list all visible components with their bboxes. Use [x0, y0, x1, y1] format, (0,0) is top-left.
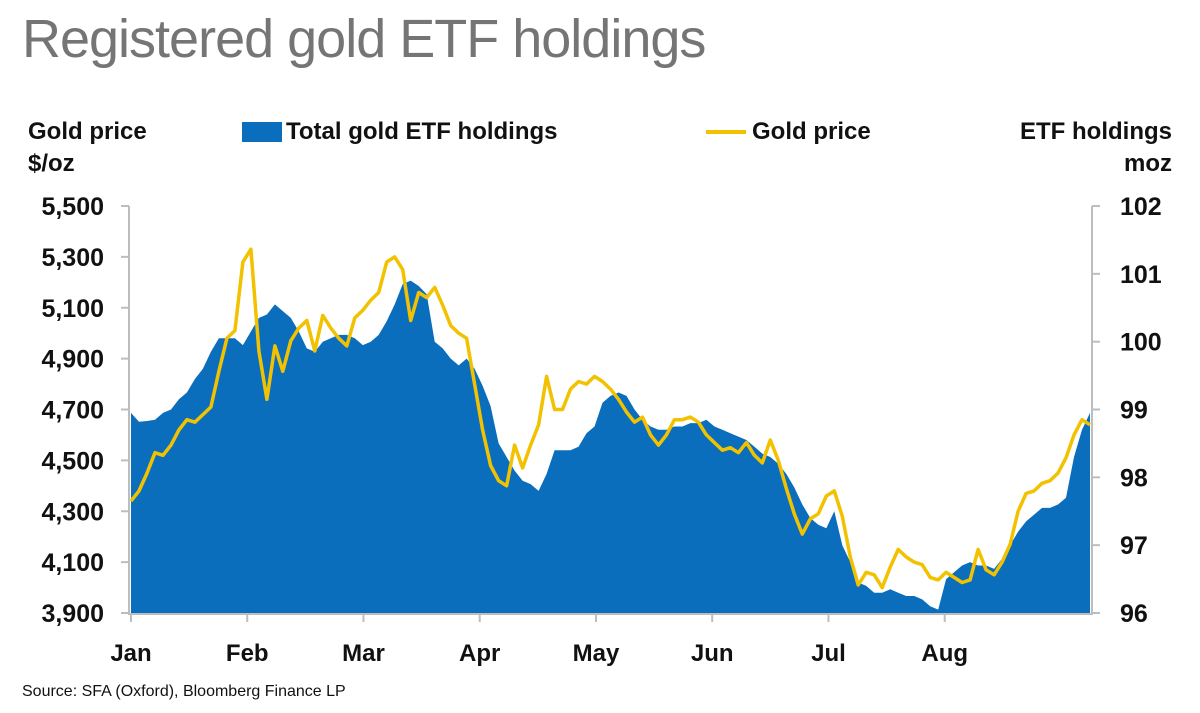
- x-tick-label: May: [573, 640, 620, 667]
- left-tick-label: 4,100: [41, 549, 104, 577]
- right-tick-label: 102: [1120, 193, 1162, 221]
- left-tick-label: 4,500: [41, 447, 104, 475]
- legend-price-label: Gold price: [752, 118, 871, 145]
- legend-holdings-label: Total gold ETF holdings: [286, 118, 558, 145]
- right-tick-label: 96: [1120, 600, 1148, 628]
- left-tick-label: 4,900: [41, 346, 104, 374]
- right-tick-label: 101: [1120, 261, 1162, 289]
- x-tick-label: Jul: [811, 640, 846, 667]
- legend-price: Gold price: [706, 118, 871, 146]
- left-tick-label: 4,300: [41, 498, 104, 526]
- left-tick-label: 5,100: [41, 295, 104, 323]
- series-etf-holdings-area: [131, 280, 1090, 613]
- left-tick-label: 3,900: [41, 600, 104, 628]
- x-tick-label: Mar: [342, 640, 385, 667]
- right-tick-label: 100: [1120, 329, 1162, 357]
- page-title: Registered gold ETF holdings: [22, 9, 706, 69]
- left-axis-label-line2: $/oz: [28, 150, 75, 177]
- legend-holdings: Total gold ETF holdings: [242, 118, 558, 146]
- x-tick-label: Apr: [459, 640, 500, 667]
- left-axis-label-line1: Gold price: [28, 118, 147, 145]
- right-tick-label: 99: [1120, 397, 1148, 425]
- x-tick-label: Aug: [921, 640, 968, 667]
- source-note: Source: SFA (Oxford), Bloomberg Finance …: [22, 683, 346, 700]
- right-tick-label: 98: [1120, 464, 1148, 492]
- series-gold-price-line: [129, 247, 1091, 590]
- legend-price-swatch: [706, 130, 746, 134]
- right-axis-label-line2: moz: [1124, 150, 1172, 177]
- x-tick-label: Jan: [110, 640, 151, 667]
- left-tick-label: 5,300: [41, 244, 104, 272]
- legend-holdings-swatch: [242, 122, 282, 142]
- x-tick-label: Feb: [226, 640, 269, 667]
- left-tick-label: 5,500: [41, 193, 104, 221]
- right-tick-label: 97: [1120, 532, 1148, 560]
- x-tick-label: Jun: [691, 640, 734, 667]
- right-axis-label-line1: ETF holdings: [1020, 118, 1172, 145]
- left-tick-label: 4,700: [41, 397, 104, 425]
